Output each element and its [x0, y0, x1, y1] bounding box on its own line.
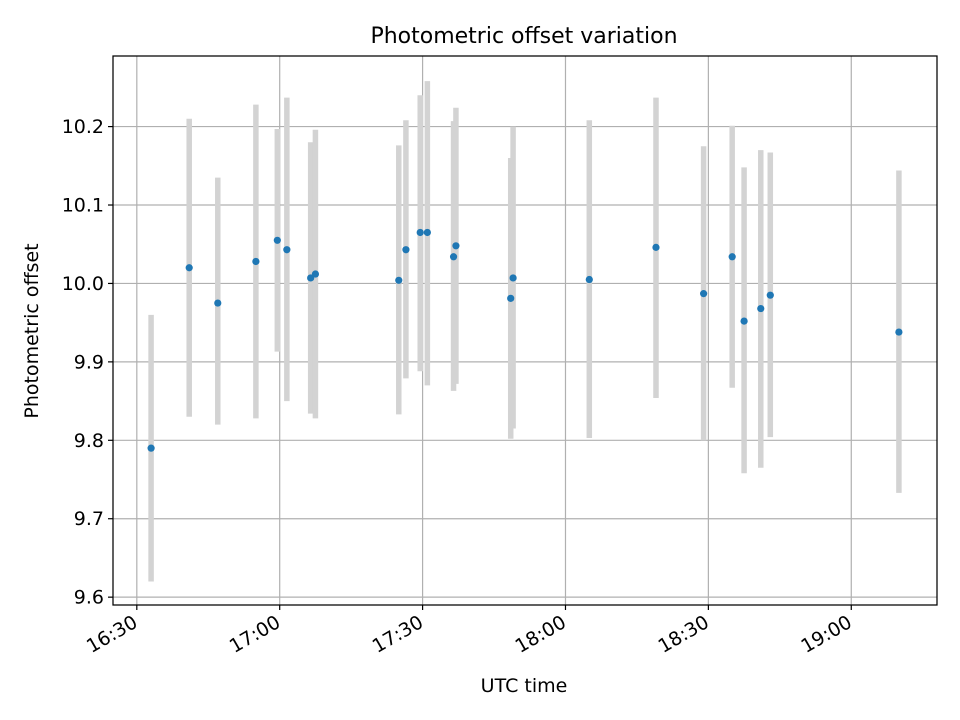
y-tick-label: 9.8: [74, 430, 104, 452]
data-point: [449, 253, 458, 261]
data-point: [423, 228, 431, 237]
data-point: [283, 246, 291, 254]
data-point: [311, 270, 320, 278]
y-tick-label: 9.9: [74, 351, 104, 373]
data-point: [652, 243, 660, 251]
data-point: [416, 228, 424, 237]
x-tick-label: 18:00: [512, 611, 570, 657]
chart-title: Photometric offset variation: [370, 24, 677, 49]
y-tick-label: 9.6: [74, 587, 104, 609]
x-tick-label: 17:00: [226, 611, 284, 657]
data-point: [252, 257, 260, 266]
data-point: [757, 304, 765, 313]
data-points: [147, 228, 903, 452]
data-point: [214, 299, 222, 307]
plot-area-frame: [112, 55, 938, 606]
data-point: [507, 294, 515, 302]
axis-ticks: 16:30 17:00 17:30 18:00 18:30 19:00 9.6 9.7 9.8 9…: [62, 116, 856, 658]
data-point: [766, 291, 774, 299]
data-point: [700, 290, 708, 298]
data-point: [147, 444, 155, 452]
data-point: [452, 242, 460, 250]
data-point: [395, 276, 403, 284]
grid-lines: [113, 56, 937, 605]
data-point: [307, 274, 315, 282]
y-axis-label: Photometric offset: [21, 243, 43, 418]
data-point: [273, 236, 281, 244]
data-point: [402, 246, 410, 254]
y-tick-label: 10.0: [62, 273, 104, 295]
data-point: [895, 328, 903, 336]
x-tick-label: 18:30: [654, 611, 712, 657]
error-bars: [148, 81, 902, 582]
y-tick-label: 10.2: [62, 116, 104, 138]
x-axis-label: UTC time: [481, 675, 568, 697]
data-point: [185, 264, 193, 272]
y-tick-label: 10.1: [62, 195, 104, 217]
data-point: [585, 275, 593, 284]
x-tick-label: 19:00: [797, 611, 855, 657]
x-tick-label: 17:30: [369, 611, 427, 657]
y-tick-label: 9.7: [74, 508, 104, 530]
data-point: [728, 253, 736, 261]
x-tick-label: 16:30: [83, 611, 141, 657]
data-point: [740, 317, 748, 325]
data-point: [509, 274, 517, 282]
